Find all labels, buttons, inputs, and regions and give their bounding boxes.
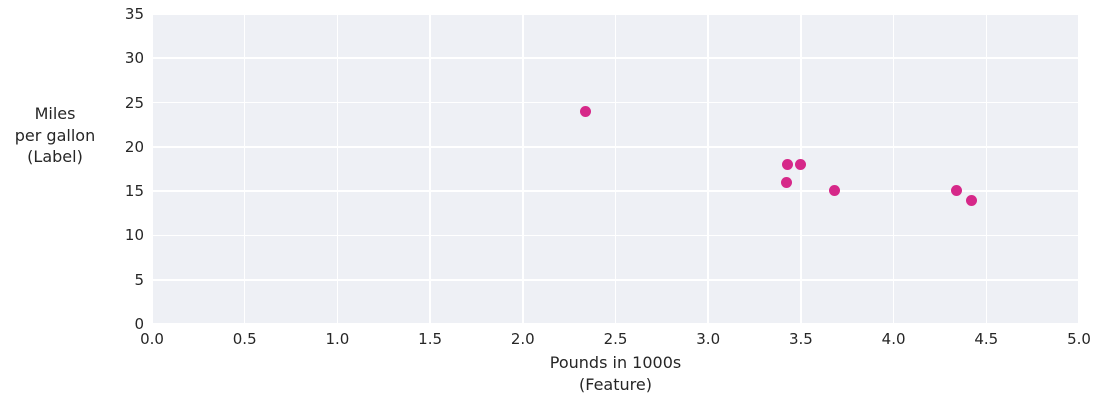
y-tick-label: 20 xyxy=(124,137,144,156)
scatter-point xyxy=(965,194,977,206)
y-axis-label: Miles per gallon (Label) xyxy=(0,103,110,168)
x-axis-label-line: (Feature) xyxy=(579,374,652,394)
y-tick-label: 25 xyxy=(124,93,144,112)
gridline-vertical xyxy=(429,14,431,324)
scatter-point xyxy=(580,105,592,117)
gridline-horizontal xyxy=(152,323,1079,324)
y-axis-label-line: per gallon xyxy=(14,125,96,145)
gridline-vertical xyxy=(522,14,524,324)
x-axis-label: Pounds in 1000s (Feature) xyxy=(152,352,1079,395)
gridline-horizontal xyxy=(152,14,1079,15)
x-tick-label: 5.0 xyxy=(1067,330,1091,348)
gridline-horizontal xyxy=(152,190,1079,192)
gridline-vertical xyxy=(243,14,246,324)
plot-area xyxy=(152,14,1079,324)
scatter-point xyxy=(828,184,840,196)
gridline-horizontal xyxy=(152,278,1079,281)
x-tick-label: 4.5 xyxy=(974,330,999,348)
gridline-vertical xyxy=(336,14,339,324)
y-tick-label: 10 xyxy=(124,226,144,245)
gridline-horizontal xyxy=(152,234,1079,237)
y-tick-label: 5 xyxy=(134,270,144,289)
x-tick-label: 0.5 xyxy=(232,330,257,348)
x-tick-label: 3.0 xyxy=(696,330,721,348)
gridline-horizontal xyxy=(152,101,1079,104)
x-tick-label: 3.5 xyxy=(788,330,813,348)
x-axis-label-line: Pounds in 1000s xyxy=(549,353,682,372)
scatter-point xyxy=(782,159,794,171)
y-tick-label: 15 xyxy=(124,182,144,201)
x-tick-label: 4.0 xyxy=(881,330,906,348)
y-tick-label: 30 xyxy=(124,49,144,68)
y-axis-label-line: Miles xyxy=(34,104,76,123)
scatter-point xyxy=(780,176,792,188)
x-tick-label: 1.0 xyxy=(325,330,350,348)
gridline-vertical xyxy=(1078,14,1079,324)
gridline-horizontal xyxy=(152,57,1079,60)
y-tick-label: 0 xyxy=(134,315,144,333)
gridline-vertical xyxy=(614,14,617,324)
x-tick-label: 2.5 xyxy=(603,330,628,348)
scatter-point xyxy=(795,159,807,171)
gridline-vertical xyxy=(892,14,895,324)
y-axis-label-line: (Label) xyxy=(27,147,83,167)
x-tick-label: 1.5 xyxy=(418,330,443,348)
gridline-vertical xyxy=(985,14,988,324)
gridline-horizontal xyxy=(152,146,1079,148)
y-tick-label: 35 xyxy=(124,5,144,23)
x-tick-label: 0.0 xyxy=(140,330,164,348)
gridline-vertical xyxy=(707,14,709,324)
gridline-vertical xyxy=(152,14,153,324)
scatter-point xyxy=(951,184,963,196)
x-tick-label: 2.0 xyxy=(510,330,535,348)
